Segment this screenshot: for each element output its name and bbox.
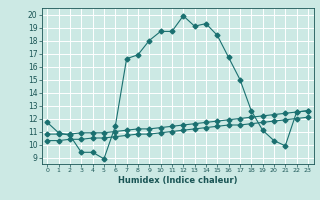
X-axis label: Humidex (Indice chaleur): Humidex (Indice chaleur) xyxy=(118,176,237,185)
